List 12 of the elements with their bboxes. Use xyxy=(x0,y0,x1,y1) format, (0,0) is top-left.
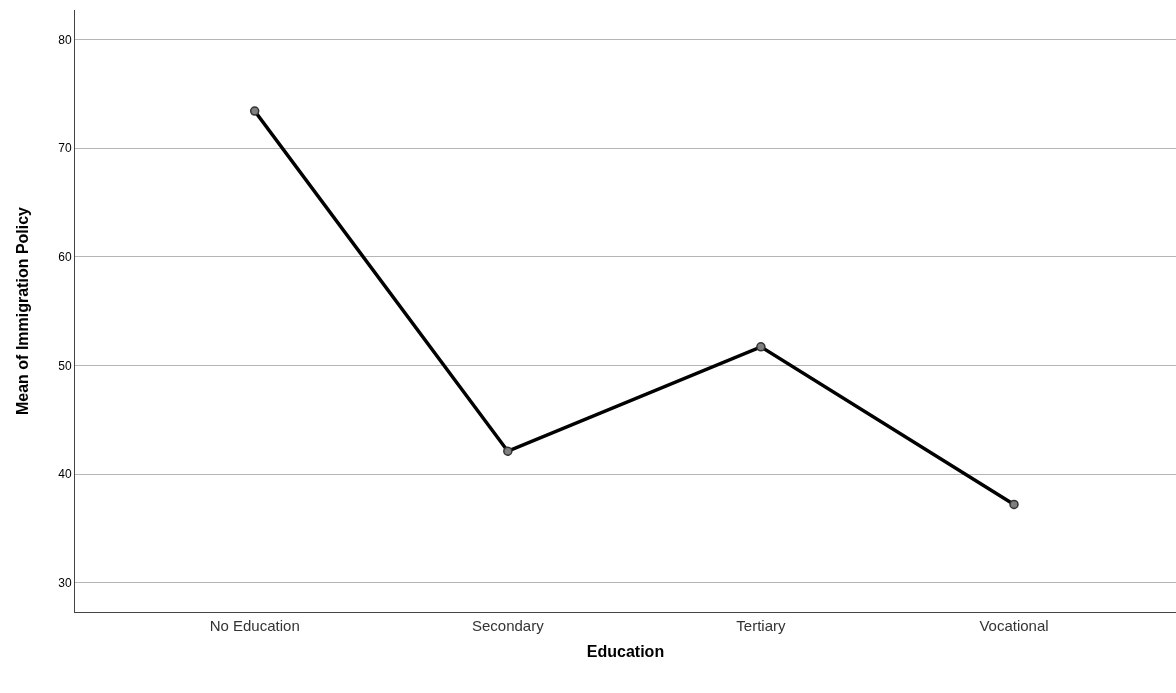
y-tick-label: 50 xyxy=(58,358,72,373)
x-tick-label: No Education xyxy=(209,617,300,634)
y-tick-label: 70 xyxy=(58,141,72,156)
x-tick-label: Secondary xyxy=(471,617,545,634)
y-tick-label: 60 xyxy=(58,249,72,264)
y-tick-label: 80 xyxy=(58,32,72,47)
y-tick-label: 40 xyxy=(58,467,72,482)
y-tick-label: 30 xyxy=(58,575,72,590)
y-axis-title: Mean of Immigration Policy xyxy=(14,206,32,416)
x-tick-label: Tertiary xyxy=(736,617,786,634)
x-tick-label: Vocational xyxy=(979,617,1049,634)
x-axis-title: Education xyxy=(586,642,665,660)
